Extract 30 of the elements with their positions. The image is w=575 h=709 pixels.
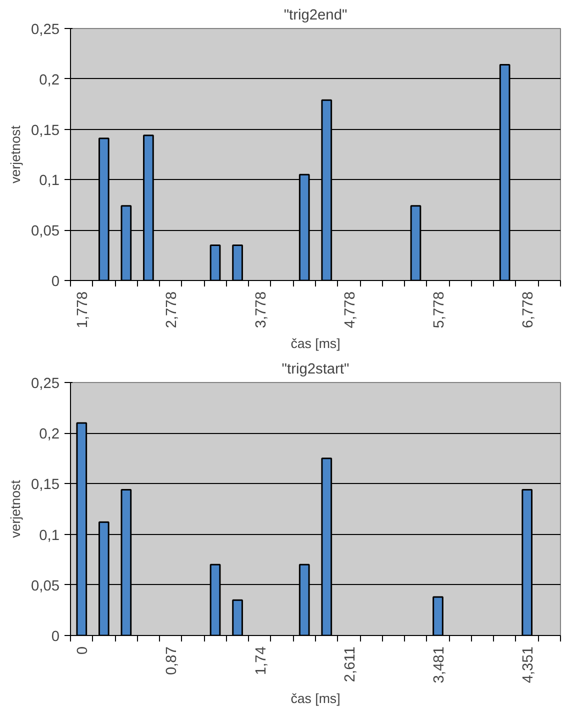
y-axis-title: verjetnost (8, 125, 23, 184)
x-tick-label: 6,778 (520, 291, 537, 328)
x-tick-label: 0 (75, 646, 92, 655)
y-tick-label: 0,15 (30, 122, 60, 139)
y-tick-label: 0,2 (39, 426, 60, 443)
y-axis-title: verjetnost (8, 480, 23, 538)
x-tick-label: 1,778 (75, 291, 92, 328)
x-axis-title: čas [ms] (290, 691, 340, 706)
y-tick-label: 0 (51, 629, 60, 645)
x-tick-label: 1,74 (253, 646, 270, 676)
y-tick-label: 0,25 (30, 376, 60, 392)
x-tick-label: 3,778 (253, 291, 270, 328)
x-tick-label: 5,778 (432, 291, 448, 328)
y-tick-label: 0,25 (30, 22, 60, 38)
y-tick-label: 0,1 (39, 173, 60, 190)
y-tick-label: 0,05 (30, 578, 60, 594)
y-tick-label: 0,05 (30, 224, 60, 240)
y-tick-label: 0,15 (30, 477, 60, 494)
x-tick-label: 2,611 (342, 646, 358, 682)
chart-title: "trig2end" (284, 8, 348, 24)
chart-title: "trig2start" (282, 362, 350, 378)
y-tick-label: 0,1 (39, 528, 60, 544)
x-tick-label: 4,351 (520, 646, 537, 684)
y-tick-label: 0,2 (39, 72, 60, 88)
x-axis-title: čas [ms] (290, 336, 340, 352)
x-tick-label: 0,87 (164, 646, 180, 676)
x-tick-label: 4,778 (342, 291, 358, 328)
x-tick-label: 2,778 (164, 291, 180, 328)
y-tick-label: 0 (51, 274, 60, 290)
x-tick-label: 3,481 (432, 646, 448, 684)
